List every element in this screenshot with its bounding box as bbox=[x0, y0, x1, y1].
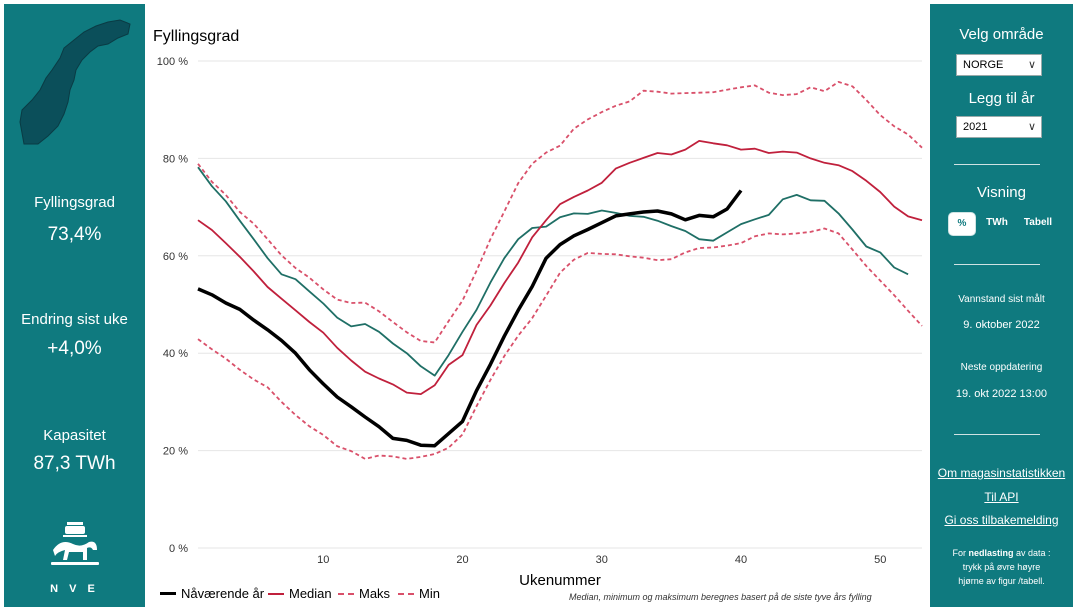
year-select[interactable]: 2021 ∨ bbox=[956, 116, 1042, 138]
download-line3: hjørne av figur /tabell. bbox=[958, 576, 1045, 586]
kpi-fill-label: Fyllingsgrad bbox=[34, 194, 115, 211]
view-toggle-percent[interactable]: % bbox=[948, 212, 976, 236]
year-select-value: 2021 bbox=[963, 121, 988, 133]
download-rest: av data : bbox=[1013, 548, 1051, 558]
x-axis-label: Ukenummer bbox=[519, 572, 601, 589]
kpi-capacity-value: 87,3 TWh bbox=[33, 453, 116, 474]
kpi-change-label: Endring sist uke bbox=[21, 311, 128, 328]
series-line-min bbox=[197, 227, 923, 460]
download-bold: nedlasting bbox=[968, 548, 1014, 558]
legend-label-median: Median bbox=[289, 586, 332, 601]
view-label: Visning bbox=[977, 184, 1026, 201]
level-label: Vannstand sist målt bbox=[958, 294, 1045, 305]
legend-swatch-current bbox=[160, 592, 176, 595]
next-update-label: Neste oppdatering bbox=[960, 362, 1043, 373]
norway-map-icon bbox=[19, 19, 131, 145]
divider bbox=[954, 264, 1040, 265]
divider bbox=[954, 164, 1040, 165]
right-panel: Velg område NORGE ∨ Legg til år 2021 ∨ V… bbox=[930, 4, 1073, 607]
view-toggle-twh-label: TWh bbox=[986, 217, 1008, 228]
left-panel: Fyllingsgrad 73,4% Endring sist uke +4,0… bbox=[4, 4, 145, 607]
divider bbox=[954, 434, 1040, 435]
y-tick-label: 100 % bbox=[157, 56, 188, 68]
next-update-date: 19. okt 2022 13:00 bbox=[955, 388, 1048, 400]
legend-item-min[interactable]: Min bbox=[398, 586, 440, 601]
legend-label-min: Min bbox=[419, 586, 440, 601]
legend-item-median[interactable]: Median bbox=[268, 586, 332, 601]
link-api[interactable]: Til API bbox=[984, 490, 1019, 504]
x-tick-label: 40 bbox=[735, 554, 747, 566]
y-tick-label: 80 % bbox=[163, 153, 188, 165]
fill-chart: 0 % 20 % 40 % 60 % 80 % 100 % 10 20 30 40 50 Ukenu… bbox=[157, 56, 923, 589]
download-prefix: For bbox=[952, 548, 969, 558]
level-date: 9. oktober 2022 bbox=[963, 319, 1040, 331]
kpi-capacity-label: Kapasitet bbox=[43, 427, 106, 444]
x-tick-label: 10 bbox=[317, 554, 329, 566]
link-feedback[interactable]: Gi oss tilbakemelding bbox=[944, 513, 1059, 527]
series-line-2021 bbox=[197, 166, 909, 377]
area-select[interactable]: NORGE ∨ bbox=[956, 54, 1042, 76]
legend-swatch-max bbox=[338, 592, 354, 595]
nve-logo-text: N V E bbox=[50, 583, 99, 595]
area-label: Velg område bbox=[959, 26, 1044, 43]
y-tick-label: 60 % bbox=[163, 251, 188, 263]
link-about-statistics[interactable]: Om magasinstatistikken bbox=[937, 466, 1066, 480]
view-toggle-table-label: Tabell bbox=[1023, 217, 1053, 228]
legend-label-current: Nåværende år bbox=[181, 586, 265, 601]
view-toggle-twh[interactable]: TWh bbox=[982, 217, 1012, 228]
x-tick-label: 30 bbox=[596, 554, 608, 566]
view-toggle-table[interactable]: Tabell bbox=[1018, 217, 1058, 228]
download-info: For nedlasting av data : trykk på øvre h… bbox=[938, 546, 1065, 588]
chevron-down-icon: ∨ bbox=[1027, 59, 1036, 71]
y-tick-label: 40 % bbox=[163, 348, 188, 360]
kpi-fill-value: 73,4% bbox=[47, 224, 102, 245]
legend-swatch-median bbox=[268, 592, 284, 595]
legend-item-max[interactable]: Maks bbox=[338, 586, 390, 601]
x-tick-label: 20 bbox=[456, 554, 468, 566]
series-line-median bbox=[197, 140, 923, 395]
y-tick-label: 0 % bbox=[169, 543, 188, 555]
kpi-change-value: +4,0% bbox=[47, 338, 102, 359]
view-toggle-percent-label: % bbox=[957, 218, 967, 229]
chart-footnote: Median, minimum og maksimum beregnes bas… bbox=[569, 592, 872, 602]
chart-title: Fyllingsgrad bbox=[153, 28, 240, 45]
legend-label-max: Maks bbox=[359, 586, 391, 601]
chevron-down-icon: ∨ bbox=[1027, 121, 1036, 133]
legend-item-current[interactable]: Nåværende år bbox=[160, 586, 264, 601]
series-line-current bbox=[197, 189, 743, 448]
area-select-value: NORGE bbox=[963, 59, 1004, 71]
y-tick-label: 20 % bbox=[163, 446, 188, 458]
year-label: Legg til år bbox=[968, 90, 1035, 107]
legend-swatch-min bbox=[398, 592, 414, 595]
series-line-max bbox=[197, 81, 923, 344]
x-tick-label: 50 bbox=[874, 554, 886, 566]
nve-crest-icon bbox=[51, 522, 99, 565]
download-line2: trykk på øvre høyre bbox=[962, 562, 1041, 572]
